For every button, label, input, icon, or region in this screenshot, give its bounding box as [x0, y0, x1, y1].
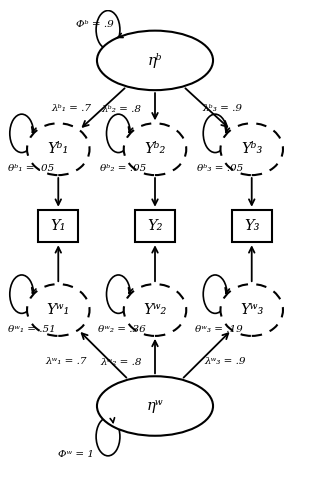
Text: Φʷ = 1: Φʷ = 1 — [58, 450, 94, 460]
Bar — [232, 210, 272, 242]
Text: Yᵇ₃: Yᵇ₃ — [241, 142, 262, 156]
Ellipse shape — [97, 30, 213, 90]
Text: Φᵇ = .9: Φᵇ = .9 — [76, 20, 114, 29]
Ellipse shape — [220, 284, 283, 336]
Text: θʷ₁ = .51: θʷ₁ = .51 — [8, 324, 55, 334]
Text: Yᵇ₁: Yᵇ₁ — [48, 142, 69, 156]
Text: λʷ₂ = .8: λʷ₂ = .8 — [100, 358, 142, 368]
Text: Y₂: Y₂ — [147, 219, 163, 233]
Text: θᵇ₃ = .05: θᵇ₃ = .05 — [197, 164, 243, 173]
Ellipse shape — [97, 376, 213, 436]
Text: λʷ₁ = .7: λʷ₁ = .7 — [45, 357, 86, 366]
Bar — [38, 210, 78, 242]
Text: Yᵇ₂: Yᵇ₂ — [144, 142, 166, 156]
Text: λᵇ₂ = .8: λᵇ₂ = .8 — [102, 105, 142, 114]
Ellipse shape — [27, 124, 90, 175]
Text: θʷ₂ = .36: θʷ₂ = .36 — [99, 324, 146, 334]
Text: λᵇ₁ = .7: λᵇ₁ = .7 — [51, 104, 91, 113]
Text: Y₃: Y₃ — [244, 219, 259, 233]
Text: ηᵇ: ηᵇ — [148, 53, 162, 68]
Text: Yʷ₃: Yʷ₃ — [240, 303, 264, 317]
Ellipse shape — [220, 124, 283, 175]
Text: Y₁: Y₁ — [51, 219, 66, 233]
Ellipse shape — [124, 124, 186, 175]
Text: θᵇ₁ = .05: θᵇ₁ = .05 — [8, 164, 54, 173]
Ellipse shape — [124, 284, 186, 336]
Text: ηʷ: ηʷ — [147, 399, 163, 413]
Text: λᵇ₃ = .9: λᵇ₃ = .9 — [203, 104, 243, 113]
Text: θᵇ₂ = .05: θᵇ₂ = .05 — [100, 164, 146, 173]
Text: θʷ₃ = .19: θʷ₃ = .19 — [195, 324, 243, 334]
Ellipse shape — [27, 284, 90, 336]
Bar — [135, 210, 175, 242]
Text: Yʷ₁: Yʷ₁ — [46, 303, 70, 317]
Text: λʷ₃ = .9: λʷ₃ = .9 — [204, 357, 246, 366]
Text: Yʷ₂: Yʷ₂ — [143, 303, 167, 317]
